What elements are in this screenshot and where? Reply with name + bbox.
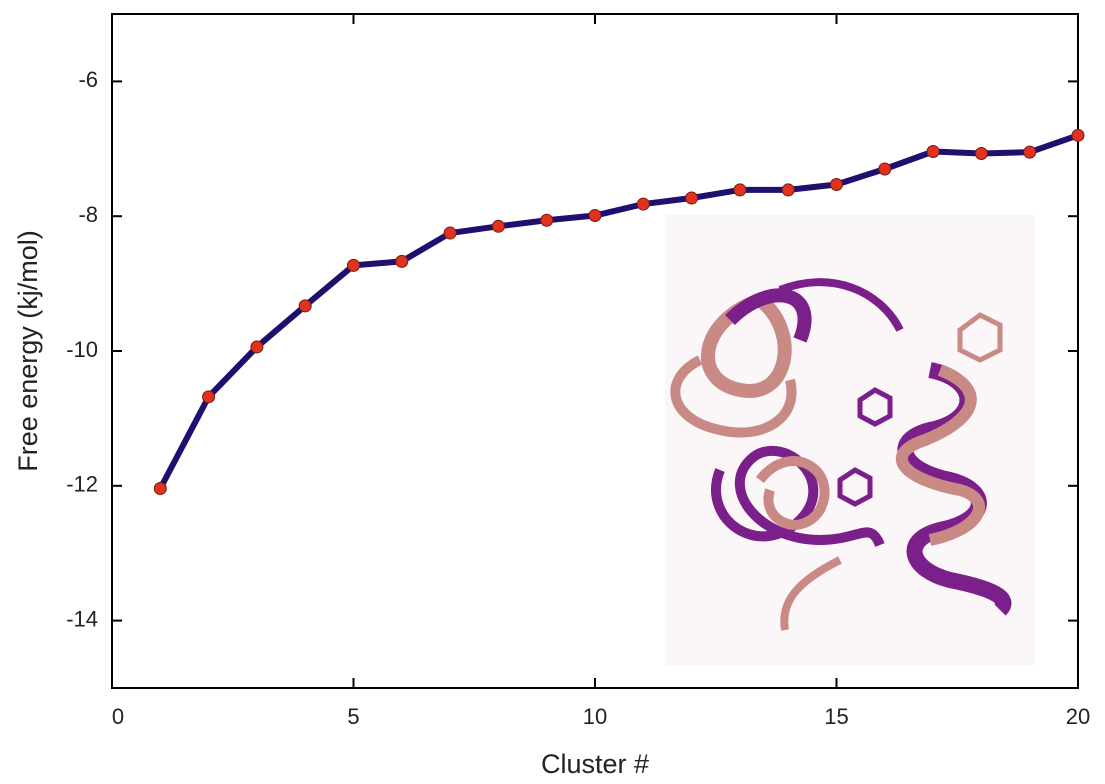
- x-axis-label: Cluster #: [541, 749, 649, 779]
- point: [781, 183, 795, 197]
- y-tick-label: -10: [66, 337, 98, 362]
- inset-image: [665, 215, 1035, 665]
- point: [202, 390, 216, 404]
- point: [395, 254, 409, 268]
- point: [733, 183, 747, 197]
- point: [926, 144, 940, 158]
- point: [491, 219, 505, 233]
- y-tick-label: -12: [66, 472, 98, 497]
- point: [443, 226, 457, 240]
- y-tick-label: -8: [78, 202, 98, 227]
- point: [540, 213, 554, 227]
- point: [1023, 145, 1037, 159]
- y-tick-label: -14: [66, 606, 98, 631]
- point: [636, 197, 650, 211]
- point: [298, 299, 312, 313]
- line: [157, 132, 1079, 490]
- point: [878, 162, 892, 176]
- point: [347, 258, 360, 272]
- y-tick-label: -6: [78, 67, 98, 92]
- point: [250, 340, 264, 354]
- point: [588, 209, 602, 223]
- x-tick-label: 0: [112, 704, 124, 729]
- x-tick-label: 15: [824, 704, 848, 729]
- x-tick-label: 20: [1066, 704, 1090, 729]
- point: [974, 147, 988, 161]
- y-axis-label: Free energy (kj/mol): [13, 230, 43, 472]
- x-tick-label: 10: [583, 704, 607, 729]
- point: [685, 191, 699, 205]
- point: [830, 178, 843, 192]
- x-tick-label: 5: [347, 704, 359, 729]
- point: [153, 481, 167, 495]
- point: [1071, 128, 1085, 142]
